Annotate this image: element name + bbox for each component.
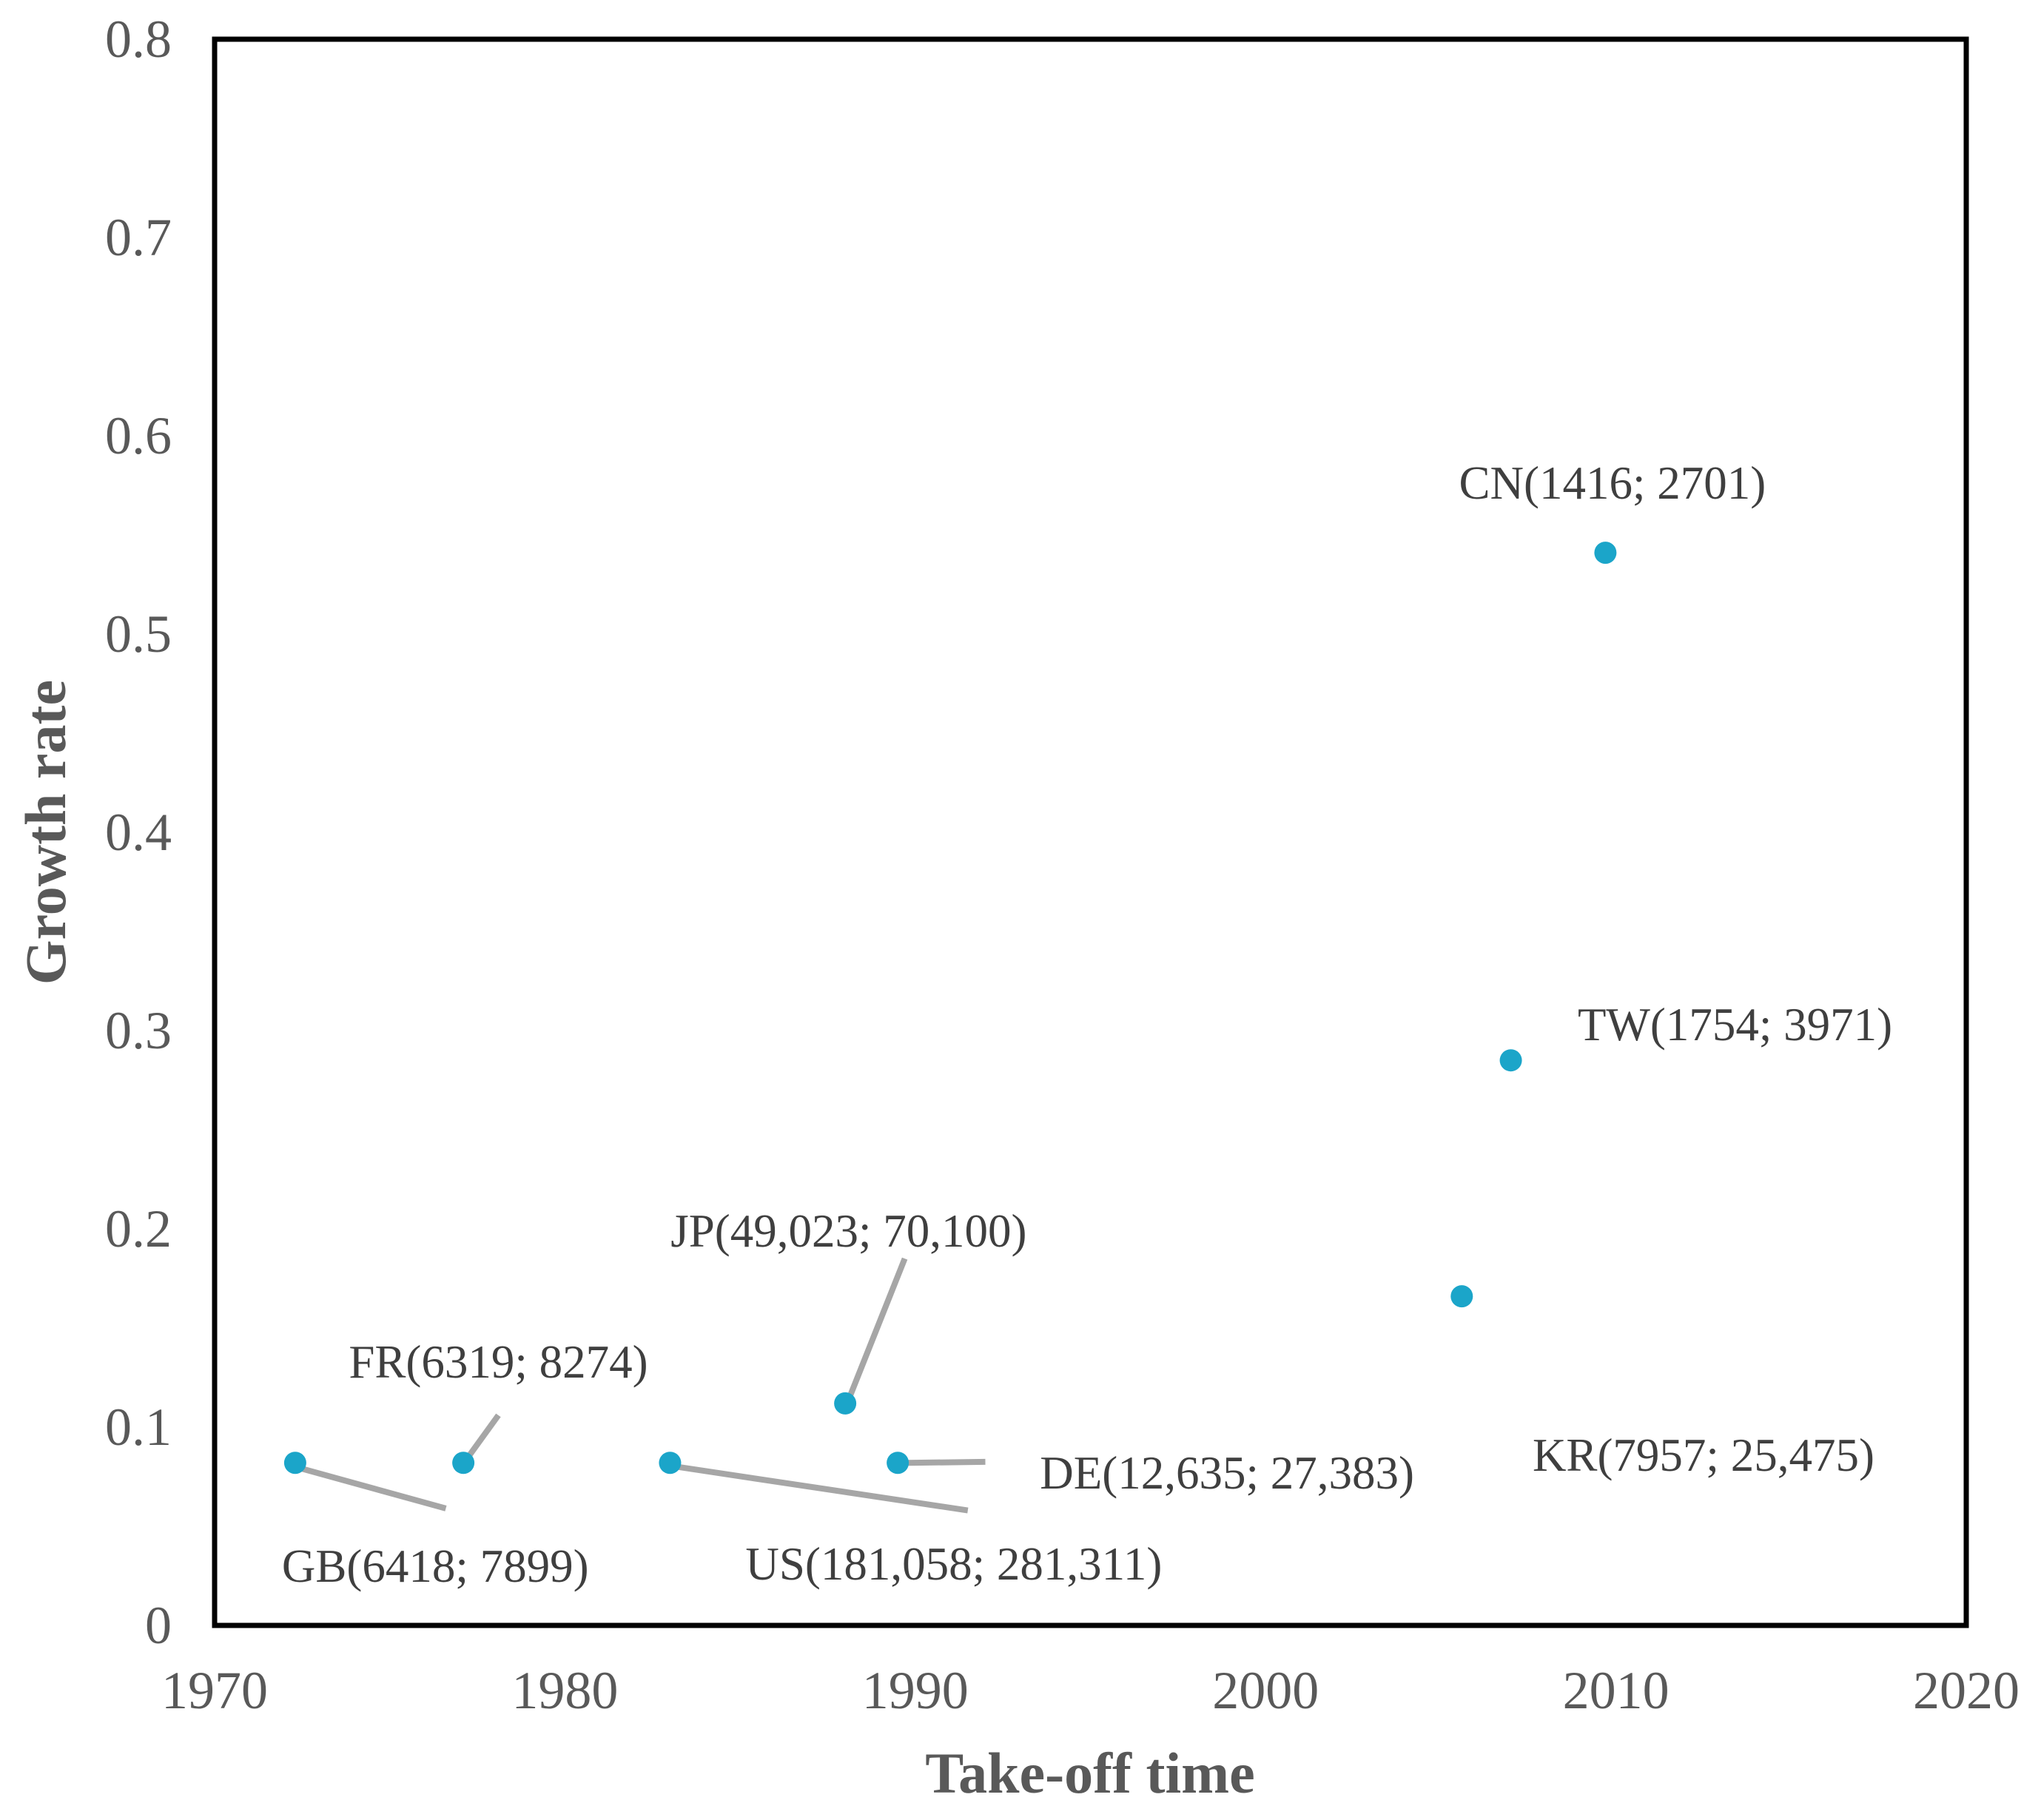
y-tick-label-0.1: 0.1 (105, 1398, 172, 1457)
y-tick-label-0.6: 0.6 (105, 406, 172, 465)
data-point-label-KR: KR(7957; 25,475) (1532, 1429, 1874, 1481)
data-point-CN (1594, 542, 1617, 564)
data-point-TW (1499, 1049, 1522, 1072)
leader-line-US (676, 1463, 969, 1514)
x-tick-label-2010: 2010 (1562, 1661, 1670, 1720)
data-point-DE (887, 1452, 909, 1474)
leader-line-JP (846, 1257, 908, 1401)
data-point-label-GB: GB(6418; 7899) (281, 1540, 589, 1592)
data-point-label-CN: CN(1416; 2701) (1459, 457, 1766, 510)
leader-line-DE (908, 1458, 986, 1466)
y-tick-label-0.8: 0.8 (105, 10, 172, 69)
data-point-GB (283, 1452, 306, 1474)
data-point-US (659, 1452, 682, 1474)
leader-line-FR (464, 1413, 501, 1461)
leader-line-GB (301, 1466, 447, 1511)
x-tick-label-2000: 2000 (1212, 1661, 1319, 1720)
x-tick-label-2020: 2020 (1913, 1661, 2020, 1720)
x-tick-label-1970: 1970 (161, 1661, 268, 1720)
y-tick-label-0.7: 0.7 (105, 208, 172, 267)
data-point-JP (834, 1392, 857, 1415)
y-axis-title: Growth rate (13, 679, 78, 985)
data-point-label-JP: JP(49,023; 70,100) (670, 1204, 1027, 1257)
y-tick-label-0.5: 0.5 (105, 604, 172, 664)
data-point-label-US: US(181,058; 281,311) (745, 1537, 1163, 1590)
plot-area-border (212, 36, 1969, 1628)
x-axis-title: Take-off time (925, 1741, 1255, 1805)
x-tick-label-1990: 1990 (861, 1661, 969, 1720)
data-point-label-DE: DE(12,635; 27,383) (1040, 1446, 1414, 1499)
data-point-KR (1450, 1285, 1473, 1308)
data-point-label-TW: TW(1754; 3971) (1577, 998, 1893, 1051)
x-tick-label-1980: 1980 (511, 1661, 619, 1720)
data-point-FR (452, 1452, 475, 1474)
y-tick-label-0: 0 (145, 1596, 172, 1655)
data-point-label-FR: FR(6319; 8274) (349, 1335, 648, 1388)
y-tick-label-0.3: 0.3 (105, 1001, 172, 1060)
y-tick-label-0.4: 0.4 (105, 803, 172, 862)
y-tick-label-0.2: 0.2 (105, 1199, 172, 1258)
